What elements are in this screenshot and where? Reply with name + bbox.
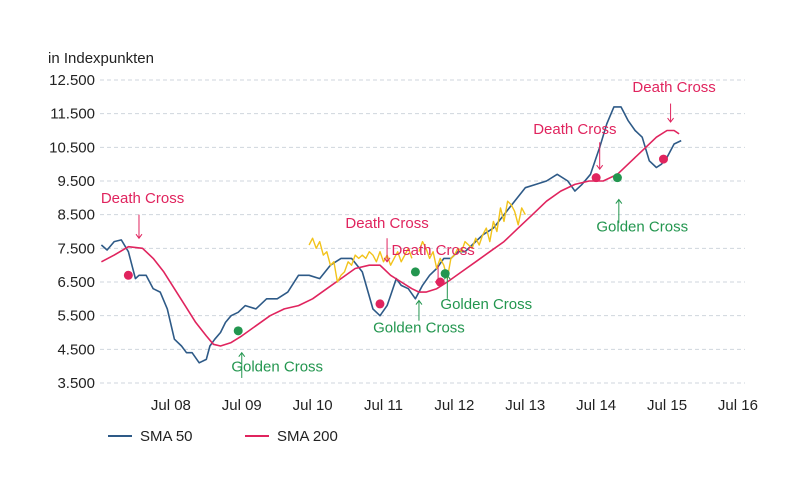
x-tick-label: Jul 09 <box>222 397 262 414</box>
legend-label-sma200: SMA 200 <box>277 428 338 445</box>
y-tick-label: 9.500 <box>57 173 95 190</box>
death-cross-marker <box>375 299 385 309</box>
x-tick-label: Jul 15 <box>647 397 687 414</box>
y-tick-label: 5.500 <box>57 308 95 325</box>
x-tick-label: Jul 13 <box>505 397 545 414</box>
golden-cross-arrowhead <box>415 299 423 305</box>
series-line-sma200 <box>101 129 680 347</box>
golden-cross-arrowhead <box>615 198 623 204</box>
series-line-price <box>418 200 526 280</box>
cross-annotations: Death Cross Golden Cross Death Cross Death … <box>101 79 716 378</box>
y-tick-label: 11.500 <box>50 106 95 123</box>
death-cross-arrowhead <box>383 257 391 263</box>
death-cross-label: Death Cross <box>391 242 474 259</box>
x-tick-label: Jul 14 <box>576 397 616 414</box>
golden-cross-marker <box>410 267 420 277</box>
y-tick-label: 12.500 <box>49 72 95 89</box>
golden-cross-arrowhead <box>443 274 451 280</box>
x-tick-label: Jul 08 <box>151 397 191 414</box>
death-cross-marker <box>658 154 668 164</box>
legend: SMA 50 SMA 200 <box>108 428 338 445</box>
golden-cross-marker <box>233 326 243 336</box>
death-cross-label: Death Cross <box>632 79 715 96</box>
golden-cross-label: Golden Cross <box>440 296 532 313</box>
golden-cross-arrowhead <box>238 351 246 357</box>
y-tick-label: 7.500 <box>57 240 95 257</box>
series-line-sma50 <box>100 106 682 364</box>
golden-cross-label: Golden Cross <box>231 359 323 376</box>
y-axis-ticks: 3.500 4.500 5.500 6.500 7.500 8.500 9.500 10.50… <box>49 72 95 392</box>
death-cross-marker <box>591 173 601 183</box>
series-line-price <box>308 237 413 283</box>
x-tick-label: Jul 12 <box>434 397 474 414</box>
death-cross-marker <box>123 270 133 280</box>
death-cross-label: Death Cross <box>101 190 184 207</box>
death-cross-label: Death Cross <box>533 121 616 138</box>
y-tick-label: 8.500 <box>57 207 95 224</box>
golden-cross-marker <box>612 173 622 183</box>
y-axis-label: in Indexpunkten <box>48 50 154 67</box>
death-cross-arrowhead <box>135 233 143 240</box>
x-tick-label: Jul 11 <box>364 397 403 414</box>
y-tick-label: 10.500 <box>49 139 95 156</box>
series-lines <box>100 106 682 364</box>
x-tick-label: Jul 10 <box>293 397 333 414</box>
y-tick-label: 6.500 <box>57 274 95 291</box>
grid <box>100 79 745 384</box>
y-tick-label: 4.500 <box>57 341 95 358</box>
death-cross-arrowhead <box>596 164 604 171</box>
death-cross-arrowhead <box>667 117 674 123</box>
x-axis-ticks: Jul 08 Jul 09 Jul 10 Jul 11 Jul 12 Jul 13 Jul … <box>151 397 758 414</box>
death-cross-label: Death Cross <box>345 215 428 232</box>
death-cross-arrowhead <box>434 281 442 287</box>
x-tick-label: Jul 16 <box>718 397 758 414</box>
golden-cross-label: Golden Cross <box>596 219 688 236</box>
y-tick-label: 3.500 <box>57 375 95 392</box>
golden-cross-label: Golden Cross <box>373 320 465 337</box>
legend-label-sma50: SMA 50 <box>140 428 193 445</box>
